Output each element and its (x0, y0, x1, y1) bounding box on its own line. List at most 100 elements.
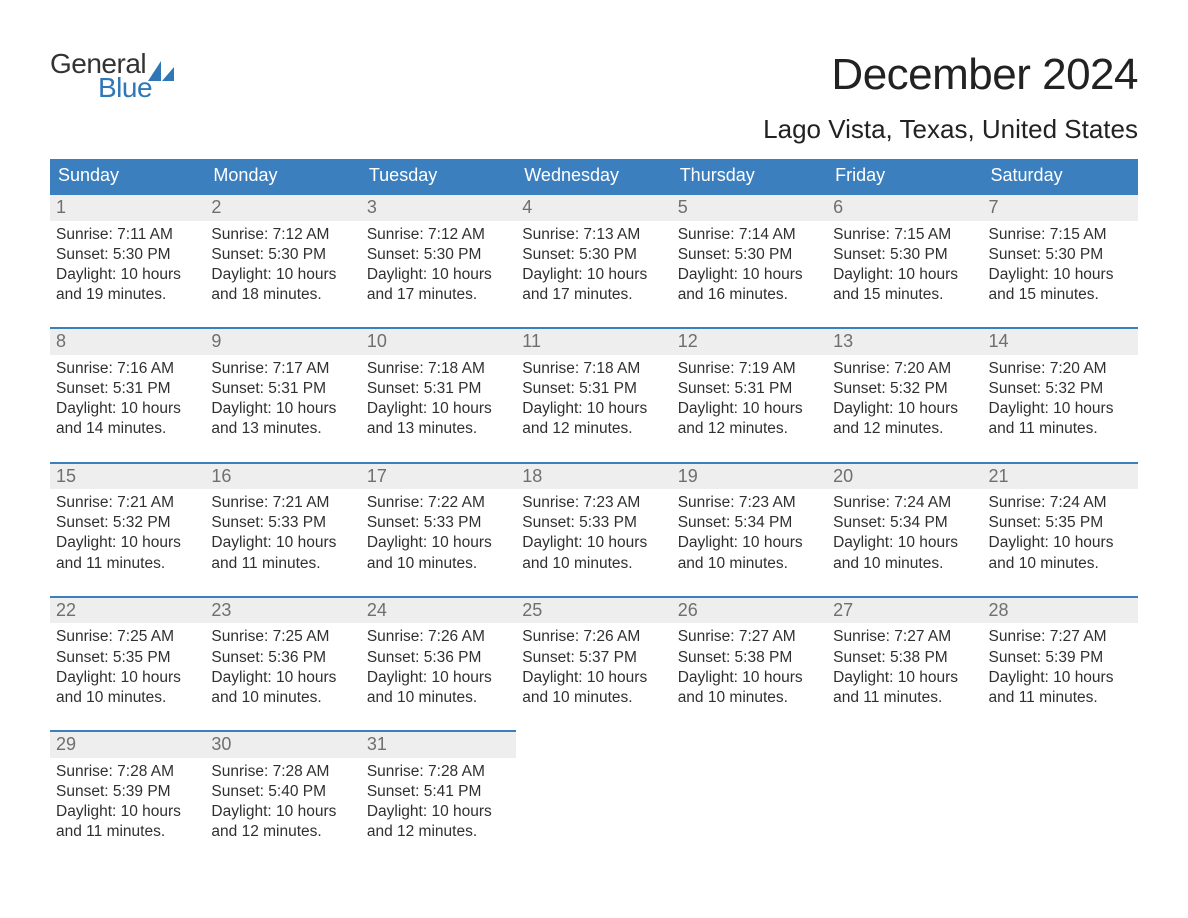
calendar-day-cell: 25Sunrise: 7:26 AMSunset: 5:37 PMDayligh… (516, 597, 671, 731)
sunset-line: Sunset: 5:31 PM (367, 379, 510, 399)
calendar-day-cell: 26Sunrise: 7:27 AMSunset: 5:38 PMDayligh… (672, 597, 827, 731)
day-number: 14 (983, 329, 1138, 355)
daylight-line: Daylight: 10 hours and 11 minutes. (56, 533, 199, 573)
calendar-day-cell: 31Sunrise: 7:28 AMSunset: 5:41 PMDayligh… (361, 731, 516, 864)
weekday-header: Saturday (983, 159, 1138, 194)
calendar-day-cell: 13Sunrise: 7:20 AMSunset: 5:32 PMDayligh… (827, 328, 982, 462)
weekday-header: Tuesday (361, 159, 516, 194)
daylight-line: Daylight: 10 hours and 12 minutes. (833, 399, 976, 439)
calendar-day-cell (983, 731, 1138, 864)
title-block: December 2024 Lago Vista, Texas, United … (763, 50, 1138, 145)
sunset-line: Sunset: 5:37 PM (522, 648, 665, 668)
sunrise-line: Sunrise: 7:26 AM (522, 627, 665, 647)
weekday-header: Friday (827, 159, 982, 194)
location-subtitle: Lago Vista, Texas, United States (763, 114, 1138, 145)
month-title: December 2024 (763, 50, 1138, 100)
day-number: 29 (50, 732, 205, 758)
day-details: Sunrise: 7:27 AMSunset: 5:39 PMDaylight:… (983, 623, 1138, 730)
sunset-line: Sunset: 5:40 PM (211, 782, 354, 802)
day-details: Sunrise: 7:14 AMSunset: 5:30 PMDaylight:… (672, 221, 827, 328)
sunrise-line: Sunrise: 7:21 AM (211, 493, 354, 513)
day-number: 27 (827, 598, 982, 624)
sunrise-line: Sunrise: 7:20 AM (989, 359, 1132, 379)
daylight-line: Daylight: 10 hours and 11 minutes. (211, 533, 354, 573)
day-number: 18 (516, 464, 671, 490)
calendar-day-cell (516, 731, 671, 864)
daylight-line: Daylight: 10 hours and 10 minutes. (833, 533, 976, 573)
calendar-day-cell: 10Sunrise: 7:18 AMSunset: 5:31 PMDayligh… (361, 328, 516, 462)
day-number: 30 (205, 732, 360, 758)
calendar-week-row: 29Sunrise: 7:28 AMSunset: 5:39 PMDayligh… (50, 731, 1138, 864)
sunrise-line: Sunrise: 7:19 AM (678, 359, 821, 379)
daylight-line: Daylight: 10 hours and 13 minutes. (211, 399, 354, 439)
day-number: 5 (672, 195, 827, 221)
day-details: Sunrise: 7:18 AMSunset: 5:31 PMDaylight:… (516, 355, 671, 462)
calendar-week-row: 15Sunrise: 7:21 AMSunset: 5:32 PMDayligh… (50, 463, 1138, 597)
daylight-line: Daylight: 10 hours and 18 minutes. (211, 265, 354, 305)
day-number: 2 (205, 195, 360, 221)
day-details: Sunrise: 7:28 AMSunset: 5:39 PMDaylight:… (50, 758, 205, 865)
daylight-line: Daylight: 10 hours and 11 minutes. (833, 668, 976, 708)
sunrise-line: Sunrise: 7:15 AM (989, 225, 1132, 245)
day-number: 11 (516, 329, 671, 355)
day-number: 15 (50, 464, 205, 490)
day-details: Sunrise: 7:22 AMSunset: 5:33 PMDaylight:… (361, 489, 516, 596)
day-number: 20 (827, 464, 982, 490)
calendar-day-cell: 27Sunrise: 7:27 AMSunset: 5:38 PMDayligh… (827, 597, 982, 731)
day-number: 24 (361, 598, 516, 624)
sunset-line: Sunset: 5:39 PM (989, 648, 1132, 668)
weekday-header: Monday (205, 159, 360, 194)
day-details: Sunrise: 7:25 AMSunset: 5:35 PMDaylight:… (50, 623, 205, 730)
day-details: Sunrise: 7:26 AMSunset: 5:36 PMDaylight:… (361, 623, 516, 730)
calendar-day-cell: 6Sunrise: 7:15 AMSunset: 5:30 PMDaylight… (827, 194, 982, 328)
sunset-line: Sunset: 5:30 PM (56, 245, 199, 265)
day-number: 12 (672, 329, 827, 355)
sunset-line: Sunset: 5:39 PM (56, 782, 199, 802)
sunset-line: Sunset: 5:38 PM (678, 648, 821, 668)
day-details: Sunrise: 7:23 AMSunset: 5:33 PMDaylight:… (516, 489, 671, 596)
sunset-line: Sunset: 5:36 PM (367, 648, 510, 668)
sunset-line: Sunset: 5:30 PM (522, 245, 665, 265)
calendar-day-cell: 30Sunrise: 7:28 AMSunset: 5:40 PMDayligh… (205, 731, 360, 864)
daylight-line: Daylight: 10 hours and 14 minutes. (56, 399, 199, 439)
day-details: Sunrise: 7:24 AMSunset: 5:35 PMDaylight:… (983, 489, 1138, 596)
sunrise-line: Sunrise: 7:22 AM (367, 493, 510, 513)
sunrise-line: Sunrise: 7:26 AM (367, 627, 510, 647)
calendar-day-cell: 18Sunrise: 7:23 AMSunset: 5:33 PMDayligh… (516, 463, 671, 597)
day-details: Sunrise: 7:13 AMSunset: 5:30 PMDaylight:… (516, 221, 671, 328)
day-number: 7 (983, 195, 1138, 221)
sunrise-line: Sunrise: 7:15 AM (833, 225, 976, 245)
calendar-week-row: 22Sunrise: 7:25 AMSunset: 5:35 PMDayligh… (50, 597, 1138, 731)
sunset-line: Sunset: 5:30 PM (678, 245, 821, 265)
sunrise-line: Sunrise: 7:25 AM (56, 627, 199, 647)
weekday-header: Wednesday (516, 159, 671, 194)
day-number: 25 (516, 598, 671, 624)
daylight-line: Daylight: 10 hours and 12 minutes. (678, 399, 821, 439)
calendar-day-cell: 21Sunrise: 7:24 AMSunset: 5:35 PMDayligh… (983, 463, 1138, 597)
sunset-line: Sunset: 5:35 PM (56, 648, 199, 668)
calendar-day-cell: 28Sunrise: 7:27 AMSunset: 5:39 PMDayligh… (983, 597, 1138, 731)
sunrise-line: Sunrise: 7:27 AM (989, 627, 1132, 647)
day-details: Sunrise: 7:18 AMSunset: 5:31 PMDaylight:… (361, 355, 516, 462)
day-number: 31 (361, 732, 516, 758)
sunset-line: Sunset: 5:34 PM (833, 513, 976, 533)
calendar-day-cell: 17Sunrise: 7:22 AMSunset: 5:33 PMDayligh… (361, 463, 516, 597)
daylight-line: Daylight: 10 hours and 10 minutes. (678, 668, 821, 708)
calendar-day-cell: 4Sunrise: 7:13 AMSunset: 5:30 PMDaylight… (516, 194, 671, 328)
calendar-day-cell: 1Sunrise: 7:11 AMSunset: 5:30 PMDaylight… (50, 194, 205, 328)
sunset-line: Sunset: 5:33 PM (367, 513, 510, 533)
sunrise-line: Sunrise: 7:24 AM (989, 493, 1132, 513)
header-row: General Blue December 2024 Lago Vista, T… (50, 50, 1138, 145)
calendar-page: General Blue December 2024 Lago Vista, T… (0, 0, 1188, 894)
calendar-day-cell: 3Sunrise: 7:12 AMSunset: 5:30 PMDaylight… (361, 194, 516, 328)
sunset-line: Sunset: 5:32 PM (989, 379, 1132, 399)
sunrise-line: Sunrise: 7:16 AM (56, 359, 199, 379)
day-details: Sunrise: 7:23 AMSunset: 5:34 PMDaylight:… (672, 489, 827, 596)
calendar-week-row: 8Sunrise: 7:16 AMSunset: 5:31 PMDaylight… (50, 328, 1138, 462)
calendar-day-cell (672, 731, 827, 864)
sunrise-line: Sunrise: 7:25 AM (211, 627, 354, 647)
daylight-line: Daylight: 10 hours and 17 minutes. (522, 265, 665, 305)
day-number: 8 (50, 329, 205, 355)
daylight-line: Daylight: 10 hours and 12 minutes. (522, 399, 665, 439)
sunset-line: Sunset: 5:31 PM (56, 379, 199, 399)
